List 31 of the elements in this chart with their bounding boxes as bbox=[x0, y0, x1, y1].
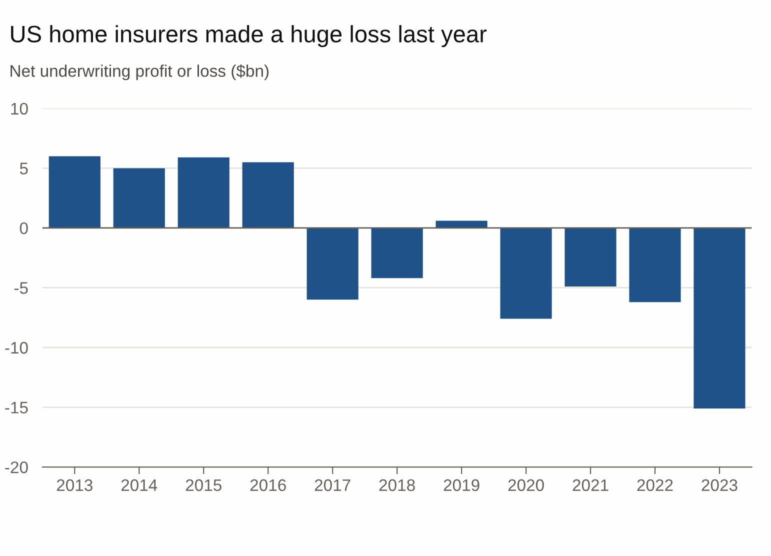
x-tick-label: 2015 bbox=[186, 479, 222, 492]
x-tick-label: 2023 bbox=[702, 479, 738, 492]
bar bbox=[306, 228, 358, 300]
y-tick-label: 5 bbox=[20, 162, 28, 174]
y-tick-label: -10 bbox=[5, 342, 28, 354]
x-tick-label: 2018 bbox=[379, 479, 415, 492]
bar bbox=[629, 228, 681, 302]
x-tick-label: 2017 bbox=[314, 479, 350, 492]
x-tick-label: 2014 bbox=[121, 479, 158, 492]
x-tick-label: 2016 bbox=[250, 479, 286, 492]
bar bbox=[436, 220, 488, 228]
bar bbox=[178, 157, 230, 228]
bar bbox=[500, 228, 552, 319]
bar bbox=[694, 228, 746, 408]
bar bbox=[564, 228, 616, 287]
bar bbox=[48, 156, 100, 228]
x-tick-label: 2019 bbox=[444, 479, 480, 492]
x-tick-label: 2021 bbox=[572, 479, 608, 492]
x-tick-label: 2022 bbox=[637, 479, 673, 492]
y-tick-label: 10 bbox=[11, 102, 28, 115]
bar bbox=[242, 162, 294, 228]
chart-subtitle: Net underwriting profit or loss ($bn) bbox=[10, 64, 269, 80]
x-tick-label: 2013 bbox=[56, 479, 92, 492]
y-tick-label: -15 bbox=[5, 402, 28, 414]
y-tick-label: -20 bbox=[5, 461, 28, 474]
bar bbox=[113, 168, 165, 228]
bar bbox=[371, 228, 423, 278]
y-tick-label: -5 bbox=[14, 282, 28, 294]
x-tick-label: 2020 bbox=[508, 479, 544, 492]
chart-title: US home insurers made a huge loss last year bbox=[11, 25, 487, 48]
y-tick-label: 0 bbox=[20, 222, 28, 234]
